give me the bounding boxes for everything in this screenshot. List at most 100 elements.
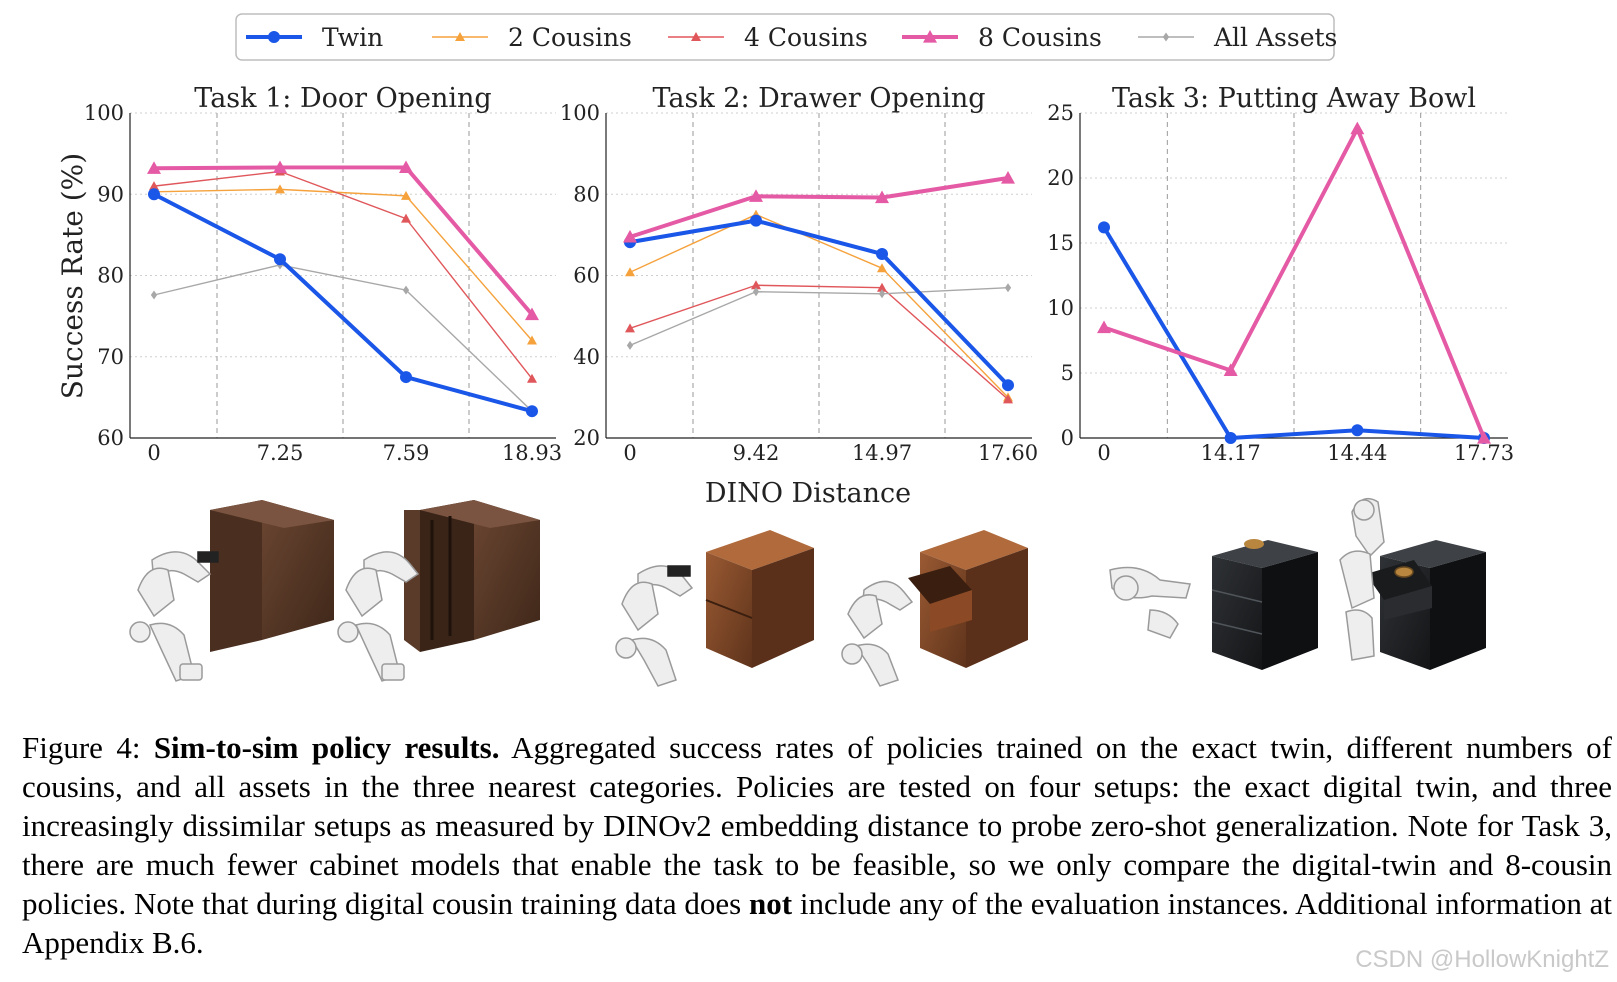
y-tick-label: 10 [1047, 296, 1074, 320]
caption-text-1: Aggregated success rates of policies tra… [22, 730, 1612, 921]
caption-bold-not: not [749, 886, 793, 921]
data-point [526, 405, 538, 418]
y-tick-label: 70 [97, 345, 124, 369]
legend-label: Twin [322, 23, 383, 52]
data-point [399, 160, 413, 174]
data-point [875, 190, 889, 204]
data-point [1004, 283, 1012, 293]
data-point [274, 253, 286, 266]
caption-label: Figure 4: [22, 730, 154, 765]
data-point [275, 184, 285, 194]
chart-task-1: 60 70 80 90 100 0 7.25 7.59 18.93 Task 1: Door Op… [84, 83, 562, 465]
figure-caption: Figure 4: Sim-to-sim policy results. Agg… [22, 728, 1612, 962]
series-4-cousins [149, 166, 537, 383]
render-bowl-cabinet-1 [1211, 539, 1318, 670]
figure: Twin 2 Cousins 4 Cousins 8 Cousins All Asset… [56, 13, 1514, 687]
render-drawer-closed [705, 530, 814, 668]
series-line [629, 284, 1009, 400]
data-point [876, 247, 888, 260]
data-point [1002, 379, 1014, 392]
x-tick-label: 14.17 [1201, 441, 1261, 465]
y-axis-label: Success Rate (%) [56, 153, 89, 399]
legend-swatch-marker [1162, 32, 1170, 42]
robot-arm-5 [1109, 566, 1191, 639]
series-8-cousins [147, 160, 539, 321]
data-point [527, 335, 537, 345]
series-line [1103, 126, 1486, 439]
caption-bold-title: Sim-to-sim policy results. [153, 730, 500, 765]
legend-label: 8 Cousins [978, 23, 1102, 52]
data-point [525, 307, 539, 321]
y-tick-label: 80 [573, 182, 600, 206]
data-point [625, 267, 635, 277]
x-tick-label: 14.97 [852, 441, 912, 465]
x-tick-label: 7.59 [383, 441, 430, 465]
legend-item-all-assets: All Assets [1138, 23, 1337, 52]
series-line [629, 286, 1009, 347]
y-tick-label: 90 [97, 182, 124, 206]
y-tick-label: 15 [1047, 231, 1074, 255]
data-point [147, 161, 161, 174]
legend-swatch-marker [268, 31, 280, 43]
data-point [751, 280, 761, 290]
data-point [625, 323, 635, 333]
data-point [1224, 432, 1237, 444]
y-tick-label: 100 [84, 101, 124, 125]
data-point [1351, 424, 1364, 437]
series-line [629, 218, 1010, 387]
y-tick-label: 80 [97, 264, 124, 288]
chart-task-2: 20 40 60 80 100 0 9.42 14.97 17.60 Task 2: Drawer… [560, 83, 1038, 465]
legend-label: 2 Cousins [508, 23, 632, 52]
data-point [273, 160, 287, 174]
data-point [148, 188, 160, 201]
series-line [153, 264, 533, 412]
chart-title: Task 2: Drawer Opening [653, 83, 986, 114]
render-door-open [404, 500, 540, 652]
series-line [153, 165, 534, 316]
data-point [1003, 394, 1013, 404]
legend: Twin 2 Cousins 4 Cousins 8 Cousins All Asset… [235, 13, 1337, 61]
x-tick-label: 7.25 [257, 441, 304, 465]
y-tick-label: 40 [573, 345, 600, 369]
robot-arm-1 [129, 551, 219, 682]
data-point [150, 290, 158, 300]
render-drawer-open [908, 530, 1028, 668]
robot-arm-2 [337, 551, 420, 682]
legend-swatch-marker [455, 32, 465, 41]
robot-arm-4 [841, 580, 914, 687]
data-point [877, 263, 887, 273]
data-point [878, 289, 886, 299]
caption-text-2: include any of the evaluation instances.… [22, 886, 1613, 960]
legend-item-2-cousins: 2 Cousins [432, 23, 632, 52]
y-tick-label: 0 [1061, 426, 1074, 450]
series-line [629, 176, 1009, 239]
legend-label: All Assets [1213, 23, 1337, 52]
series-line [153, 192, 533, 414]
legend-label: 4 Cousins [744, 23, 868, 52]
chart-title: Task 1: Door Opening [194, 83, 491, 114]
legend-item-twin: Twin [246, 23, 383, 52]
y-tick-label: 25 [1047, 101, 1074, 125]
x-tick-label: 0 [623, 441, 636, 465]
y-tick-label: 60 [97, 426, 124, 450]
data-point [877, 282, 887, 292]
legend-item-8-cousins: 8 Cousins [902, 23, 1102, 52]
x-tick-label: 0 [1097, 441, 1110, 465]
legend-swatch-marker [691, 32, 701, 41]
watermark: CSDN @HollowKnightZ [1355, 946, 1609, 973]
x-tick-label: 17.73 [1454, 441, 1514, 465]
data-point [149, 181, 159, 191]
series-line [629, 213, 1009, 398]
x-tick-label: 17.60 [978, 441, 1038, 465]
data-point [1097, 320, 1111, 334]
series-all-assets [626, 283, 1012, 350]
y-tick-label: 60 [573, 264, 600, 288]
y-tick-label: 20 [1047, 166, 1074, 190]
data-point [750, 214, 762, 227]
data-point [401, 190, 411, 200]
data-point [626, 340, 634, 350]
data-point [749, 189, 763, 202]
legend-box [235, 13, 1335, 61]
x-tick-label: 18.93 [502, 441, 562, 465]
